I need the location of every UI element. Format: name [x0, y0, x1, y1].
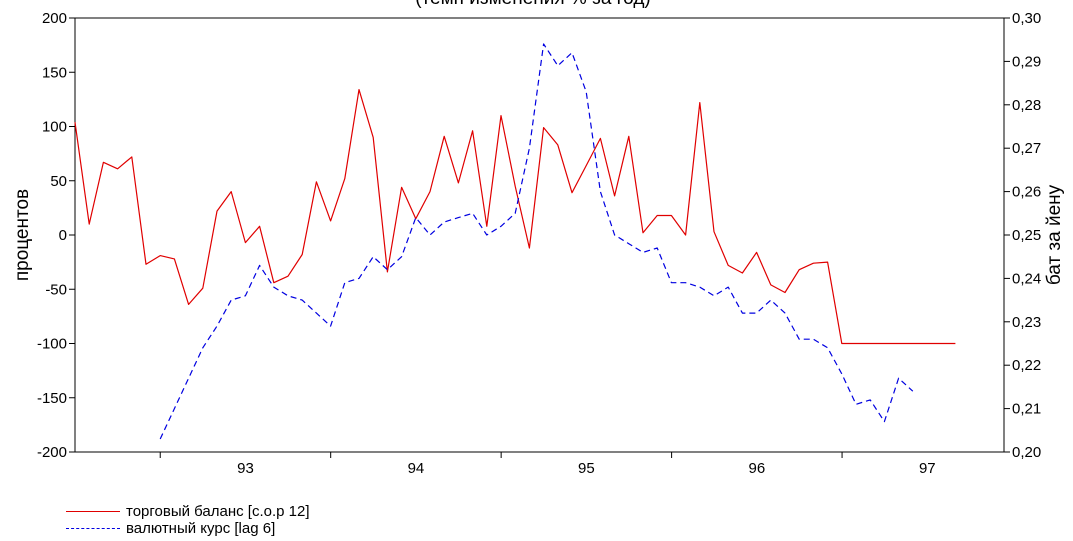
y-right-tick-label: 0,23 — [1012, 314, 1041, 331]
x-tick-label: 96 — [748, 460, 765, 477]
y-right-tick-label: 0,27 — [1012, 140, 1041, 157]
y-left-tick-label: 200 — [42, 10, 67, 27]
legend-label-exchange-rate: валютный курс [lag 6] — [126, 520, 276, 537]
y-right-tick-label: 0,28 — [1012, 97, 1041, 114]
x-tick-label: 97 — [919, 460, 936, 477]
plot-frame — [74, 17, 1005, 453]
y-axis-right-title: бат за йену — [1044, 184, 1065, 285]
series-layer — [74, 43, 956, 440]
y-right-tick-label: 0,30 — [1012, 10, 1041, 27]
legend-swatch-exchange-rate — [66, 528, 120, 529]
y-left-tick-label: -200 — [37, 444, 67, 461]
y-right-tick-label: 0,22 — [1012, 357, 1041, 374]
y-left-tick-label: 150 — [42, 64, 67, 81]
y-right-tick-label: 0,21 — [1012, 401, 1041, 418]
y-left-tick-label: -100 — [37, 336, 67, 353]
legend-item-exchange-rate: валютный курс [lag 6] — [66, 520, 310, 537]
y-left-tick-label: 0 — [59, 227, 67, 244]
y-right-tick-label: 0,29 — [1012, 53, 1041, 70]
chart-title: (темп изменения % за год) — [415, 0, 651, 9]
x-tick-label: 94 — [408, 460, 425, 477]
x-axis: 93 94 95 96 97 — [159, 452, 936, 477]
y-axis-right: 0,30 0,29 0,28 0,27 0,26 0,25 0,24 0,23 0,22 0,21… — [1004, 10, 1041, 461]
y-right-tick-label: 0,25 — [1012, 227, 1041, 244]
y-axis-left-title: процентов — [12, 189, 33, 281]
legend-item-trade-balance: торговый баланс [c.o.p 12] — [66, 503, 310, 520]
y-left-tick-label: -50 — [45, 281, 67, 298]
legend-swatch-trade-balance — [66, 511, 120, 512]
y-axis-left: 200 150 100 50 0 -50 -100 -150 -200 — [37, 10, 75, 461]
y-left-tick-label: 50 — [50, 173, 67, 190]
y-right-tick-label: 0,26 — [1012, 184, 1041, 201]
series-line-exchange-rate — [159, 43, 914, 440]
y-left-tick-label: -150 — [37, 390, 67, 407]
x-tick-label: 95 — [578, 460, 595, 477]
y-right-tick-label: 0,20 — [1012, 444, 1041, 461]
legend: торговый баланс [c.o.p 12] валютный курс… — [66, 503, 310, 537]
y-right-tick-label: 0,24 — [1012, 270, 1041, 287]
y-left-tick-label: 100 — [42, 119, 67, 136]
x-tick-label: 93 — [237, 460, 254, 477]
series-line-trade-balance — [74, 88, 956, 345]
legend-label-trade-balance: торговый баланс [c.o.p 12] — [126, 503, 310, 520]
